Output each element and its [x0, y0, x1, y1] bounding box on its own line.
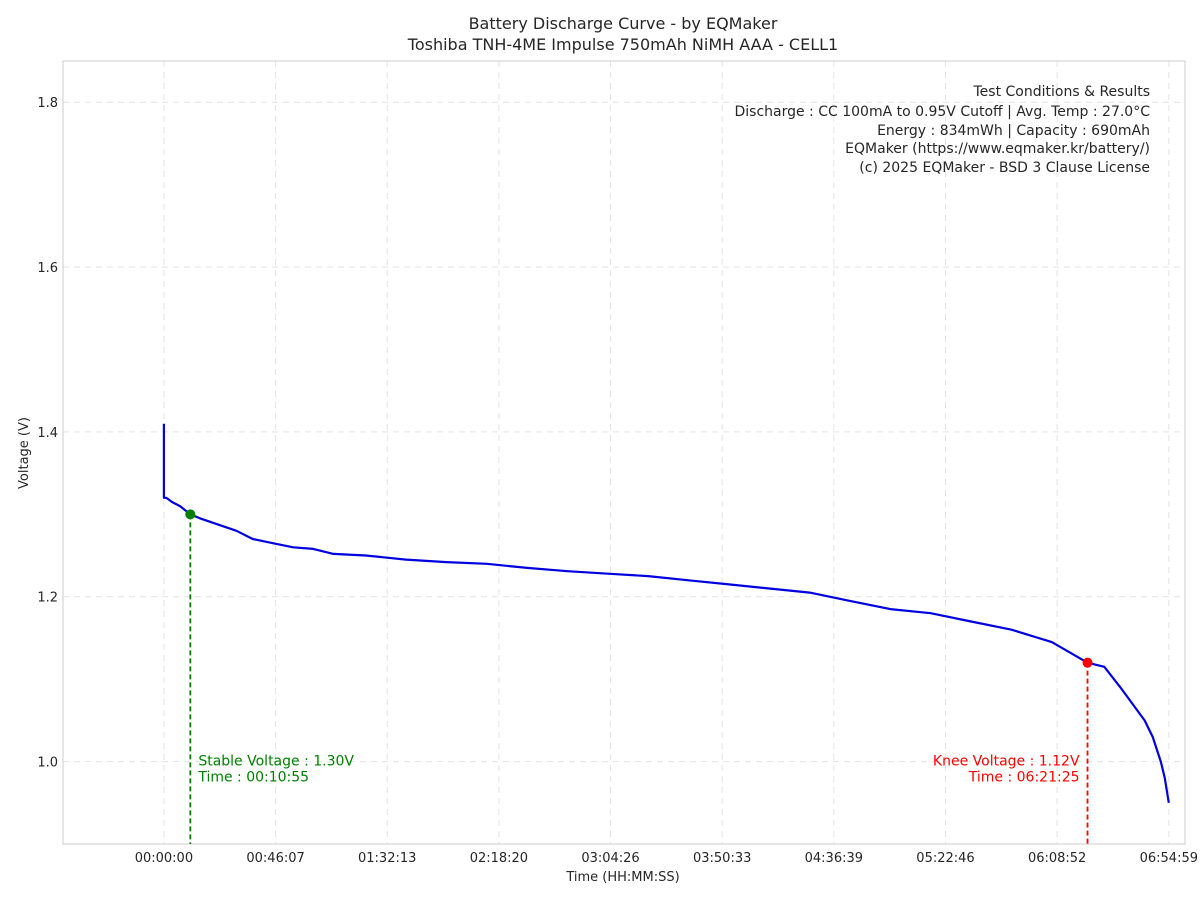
info-license: (c) 2025 EQMaker - BSD 3 Clause License [859, 160, 1150, 176]
y-tick-label: 1.0 [37, 756, 58, 771]
chart-title: Battery Discharge Curve - by EQMaker [469, 14, 778, 33]
y-axis-label: Voltage (V) [17, 417, 32, 489]
y-tick-label: 1.2 [37, 591, 58, 606]
y-tick-label: 1.6 [37, 261, 58, 276]
x-tick-label: 03:04:26 [581, 851, 639, 866]
test-conditions-box: Test Conditions & Results Discharge : CC… [734, 84, 1150, 176]
voltage-series-line [162, 423, 1170, 803]
x-axis-label: Time (HH:MM:SS) [565, 870, 679, 885]
stable-time-label: Time : 00:10:55 [197, 770, 309, 786]
x-tick-label: 06:54:59 [1140, 851, 1198, 866]
info-discharge: Discharge : CC 100mA to 0.95V Cutoff | A… [734, 104, 1150, 120]
x-tick-label: 00:46:07 [246, 851, 304, 866]
y-tick-label: 1.8 [37, 96, 58, 111]
x-tick-label: 03:50:33 [693, 851, 751, 866]
stable-voltage-label: Stable Voltage : 1.30V [198, 754, 354, 770]
tick-labels: 00:00:00 00:46:07 01:32:13 02:18:20 03:04:26… [37, 96, 1198, 866]
info-heading: Test Conditions & Results [973, 84, 1151, 100]
knee-point [1082, 657, 1093, 668]
knee-voltage-label: Knee Voltage : 1.12V [933, 754, 1080, 770]
x-tick-label: 04:36:39 [805, 851, 863, 866]
x-tick-label: 01:32:13 [358, 851, 416, 866]
info-energy-capacity: Energy : 834mWh | Capacity : 690mAh [877, 123, 1150, 139]
info-url: EQMaker (https://www.eqmaker.kr/battery/… [845, 141, 1150, 157]
y-tick-label: 1.4 [37, 426, 58, 441]
plot-frame [62, 60, 1186, 845]
stable-point [185, 509, 196, 520]
x-tick-label: 06:08:52 [1028, 851, 1086, 866]
grid-layer [63, 61, 1185, 844]
x-tick-label: 00:00:00 [135, 851, 193, 866]
series-layer [162, 423, 1170, 803]
knee-time-label: Time : 06:21:25 [968, 770, 1080, 786]
x-tick-label: 05:22:46 [916, 851, 974, 866]
x-tick-label: 02:18:20 [470, 851, 528, 866]
chart-subtitle: Toshiba TNH-4ME Impulse 750mAh NiMH AAA … [407, 35, 838, 54]
